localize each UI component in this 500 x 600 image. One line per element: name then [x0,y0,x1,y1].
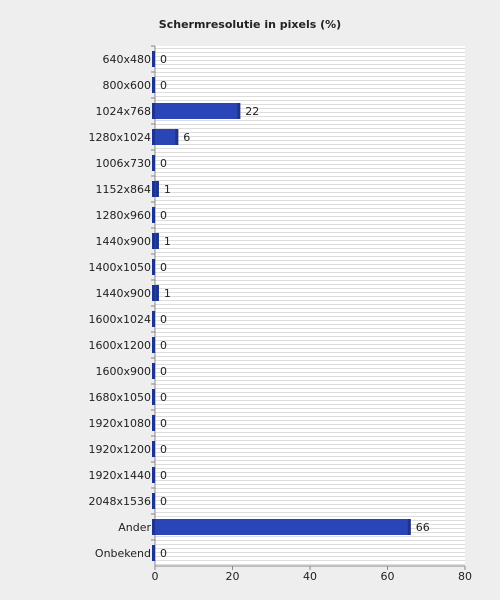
bar-edge [152,363,155,379]
y-tick-label: 1280x1024 [89,131,152,144]
y-tick-label: Ander [118,521,151,534]
value-label: 0 [160,443,167,456]
value-label: 0 [160,469,167,482]
bar [155,103,241,119]
bar-depth [152,285,155,301]
plot-area [155,46,465,566]
value-label: 0 [160,209,167,222]
bar [155,519,411,535]
value-label: 6 [183,131,190,144]
value-label: 0 [160,339,167,352]
value-label: 1 [164,235,171,248]
x-tick-label: 0 [152,570,159,583]
bar-depth [152,233,155,249]
bar-edge [175,129,179,145]
bar-edge [152,389,155,405]
value-label: 1 [164,287,171,300]
bar-edge [152,337,155,353]
x-tick-label: 20 [226,570,240,583]
bar-edge [152,493,155,509]
bar-edge [152,155,155,171]
y-tick-label: 1280x960 [96,209,152,222]
y-tick-label: 1920x1440 [89,469,152,482]
y-tick-label: 1152x864 [96,183,152,196]
y-tick-label: 1006x730 [96,157,152,170]
bar-edge [155,285,159,301]
bar-depth [152,181,155,197]
bar-edge [152,311,155,327]
y-tick-label: 1600x1024 [89,313,152,326]
bar-edge [152,467,155,483]
value-label: 0 [160,417,167,430]
y-tick-label: 640x480 [102,53,151,66]
bar-depth [152,129,155,145]
value-label: 0 [160,313,167,326]
y-tick-label: 1400x1050 [89,261,152,274]
bar-edge [152,51,155,67]
bar-edge [152,207,155,223]
y-tick-label: Onbekend [95,547,151,560]
bar-edge [152,545,155,561]
y-tick-label: 1024x768 [96,105,152,118]
bar-edge [152,415,155,431]
bar-edge [407,519,411,535]
value-label: 0 [160,79,167,92]
bar-edge [155,181,159,197]
value-label: 1 [164,183,171,196]
bar-edge [152,441,155,457]
x-tick-label: 60 [381,570,395,583]
bar [155,129,179,145]
bar-edge [152,259,155,275]
value-label: 0 [160,495,167,508]
value-label: 0 [160,157,167,170]
x-tick-label: 80 [458,570,472,583]
y-tick-label: 1600x1200 [89,339,152,352]
y-tick-label: 1920x1200 [89,443,152,456]
value-label: 66 [416,521,430,534]
value-label: 0 [160,547,167,560]
value-label: 0 [160,261,167,274]
bar-edge [152,77,155,93]
bar-edge [155,233,159,249]
bar-edge [237,103,241,119]
y-tick-label: 800x600 [102,79,151,92]
y-tick-label: 1600x900 [96,365,152,378]
bar-depth [152,103,155,119]
y-tick-label: 1440x900 [96,235,152,248]
bar-depth [152,519,155,535]
value-label: 0 [160,365,167,378]
x-tick-label: 40 [303,570,317,583]
y-tick-label: 2048x1536 [89,495,152,508]
chart-title: Schermresolutie in pixels (%) [159,18,341,31]
value-label: 22 [245,105,259,118]
y-tick-label: 1680x1050 [89,391,152,404]
y-tick-label: 1440x900 [96,287,152,300]
value-label: 0 [160,391,167,404]
value-label: 0 [160,53,167,66]
y-tick-label: 1920x1080 [89,417,152,430]
